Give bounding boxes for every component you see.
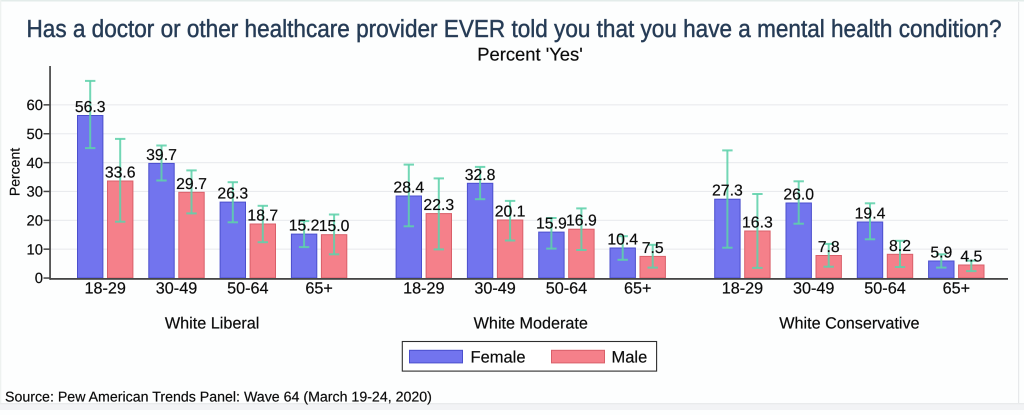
svg-text:27.3: 27.3	[712, 183, 743, 200]
svg-text:33.6: 33.6	[105, 165, 136, 182]
svg-text:10.4: 10.4	[607, 232, 638, 249]
svg-text:50-64: 50-64	[227, 280, 268, 298]
svg-text:40: 40	[27, 156, 43, 172]
svg-text:30-49: 30-49	[793, 280, 834, 298]
svg-text:22.3: 22.3	[423, 197, 454, 214]
svg-text:30-49: 30-49	[474, 280, 515, 298]
svg-text:18-29: 18-29	[84, 280, 125, 298]
svg-text:Male: Male	[612, 348, 648, 366]
svg-text:32.8: 32.8	[465, 167, 496, 184]
svg-text:18.7: 18.7	[247, 208, 278, 225]
svg-text:65+: 65+	[943, 280, 970, 298]
svg-text:20: 20	[27, 214, 43, 230]
svg-text:26.0: 26.0	[783, 187, 814, 204]
svg-text:65+: 65+	[305, 280, 332, 298]
svg-text:50: 50	[27, 127, 43, 143]
svg-text:4.5: 4.5	[960, 249, 982, 266]
svg-text:Source: Pew American Trends Pa: Source: Pew American Trends Panel: Wave …	[5, 389, 432, 405]
svg-text:56.3: 56.3	[75, 99, 106, 116]
svg-text:16.9: 16.9	[566, 213, 597, 230]
svg-text:65+: 65+	[624, 280, 651, 298]
svg-text:White Conservative: White Conservative	[779, 315, 919, 333]
svg-text:15.2: 15.2	[289, 218, 320, 235]
svg-text:18-29: 18-29	[403, 280, 444, 298]
svg-text:10: 10	[27, 242, 43, 258]
svg-text:26.3: 26.3	[217, 186, 248, 203]
svg-text:7.5: 7.5	[642, 240, 664, 257]
svg-text:15.0: 15.0	[319, 218, 350, 235]
svg-text:Percent 'Yes': Percent 'Yes'	[477, 44, 583, 65]
svg-text:50-64: 50-64	[546, 280, 587, 298]
svg-text:0: 0	[35, 271, 43, 287]
svg-text:Has a doctor or other healthca: Has a doctor or other healthcare provide…	[27, 16, 1002, 43]
svg-text:Female: Female	[471, 348, 526, 366]
svg-text:19.4: 19.4	[855, 206, 886, 223]
svg-text:White Liberal: White Liberal	[165, 315, 259, 333]
svg-text:7.8: 7.8	[818, 239, 840, 256]
svg-text:30: 30	[27, 185, 43, 201]
svg-text:30-49: 30-49	[156, 280, 197, 298]
svg-text:16.3: 16.3	[742, 215, 773, 232]
svg-text:20.1: 20.1	[495, 204, 526, 221]
svg-text:29.7: 29.7	[176, 176, 207, 193]
svg-text:18-29: 18-29	[722, 280, 763, 298]
svg-text:50-64: 50-64	[864, 280, 905, 298]
svg-text:39.7: 39.7	[146, 147, 177, 164]
svg-text:Percent: Percent	[7, 148, 23, 196]
svg-text:8.2: 8.2	[889, 238, 911, 255]
svg-text:60: 60	[27, 98, 43, 114]
svg-text:28.4: 28.4	[393, 180, 424, 197]
svg-text:White Moderate: White Moderate	[474, 315, 588, 333]
svg-text:5.9: 5.9	[930, 245, 952, 262]
svg-text:15.9: 15.9	[536, 216, 567, 233]
